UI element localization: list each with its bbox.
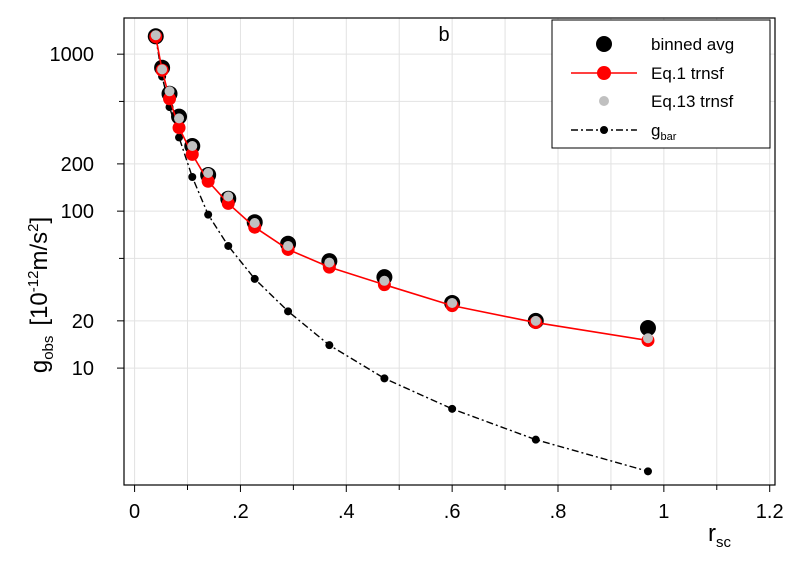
- data-point-binned-avg: [639, 320, 656, 337]
- legend-label-binned-avg: binned avg: [651, 35, 734, 54]
- legend-marker-gbar: [600, 126, 608, 134]
- data-point-g: [531, 435, 540, 444]
- data-point-eq-13-trnsf: [283, 240, 294, 251]
- data-point-g: [284, 307, 293, 316]
- series-g: [151, 33, 652, 476]
- data-point-eq-13-trnsf: [157, 64, 168, 75]
- y-tick-label: 1000: [50, 44, 95, 66]
- x-tick-label: 1.2: [756, 501, 784, 523]
- legend-marker-eq1: [597, 66, 611, 80]
- panel-label: b: [438, 24, 449, 46]
- data-point-eq-13-trnsf: [379, 275, 390, 286]
- data-point-g: [643, 467, 652, 476]
- data-point-eq-1-trnsf: [185, 147, 199, 161]
- y-tick-label: 20: [72, 311, 94, 333]
- y-tick-label: 10: [72, 358, 94, 380]
- x-axis-title: rsc: [708, 520, 732, 551]
- data-point-eq-13-trnsf: [249, 218, 260, 229]
- data-point-eq-1-trnsf: [163, 92, 177, 106]
- data-point-eq-1-trnsf: [172, 121, 186, 135]
- x-tick-label: 0: [129, 501, 140, 523]
- y-axis-units-exp: -12: [25, 271, 42, 293]
- plot-frame: [123, 17, 776, 486]
- legend-label-eq1: Eq.1 trnsf: [651, 64, 724, 83]
- x-axis: 0 .2 .4 .6 .8 1 1.2: [129, 485, 784, 523]
- data-point-g: [188, 173, 197, 182]
- y-tick-label: 200: [61, 154, 94, 176]
- data-point-eq-13-trnsf: [174, 113, 185, 124]
- data-point-eq-1-trnsf: [201, 174, 215, 188]
- legend-label-gbar-sub: bar: [660, 131, 676, 143]
- legend-box: [551, 19, 771, 149]
- y-axis-units-mid: m/s: [26, 232, 53, 271]
- data-point-eq-13-trnsf: [447, 297, 458, 308]
- series-eq-13-trnsf: [150, 30, 653, 344]
- data-point-g: [448, 404, 457, 413]
- y-axis-units-post: ]: [26, 217, 53, 224]
- data-point-eq-13-trnsf: [164, 86, 175, 97]
- data-point-g: [250, 274, 259, 283]
- x-tick-label: .4: [338, 501, 355, 523]
- data-point-g: [325, 341, 334, 350]
- data-point-g: [175, 133, 184, 142]
- x-tick-label: .8: [550, 501, 567, 523]
- y-axis-title: gobs [10-12m/s2]: [25, 217, 57, 373]
- y-tick-label: 100: [61, 201, 94, 223]
- data-point-eq-13-trnsf: [642, 333, 653, 344]
- x-tick-label: .6: [444, 501, 461, 523]
- data-point-eq-13-trnsf: [203, 167, 214, 178]
- legend-marker-eq13: [599, 96, 609, 106]
- series-layer: [147, 28, 656, 476]
- legend-label-gbar-main: g: [651, 121, 660, 140]
- y-axis-title-main: g: [26, 360, 53, 373]
- data-point-eq-13-trnsf: [187, 141, 198, 152]
- legend: binned avg Eq.1 trnsf Eq.13 trnsf gbar: [551, 19, 771, 149]
- data-point-eq-13-trnsf: [324, 257, 335, 268]
- data-point-g: [380, 374, 389, 383]
- data-point-g: [204, 210, 213, 219]
- series-line-g: [155, 37, 649, 472]
- data-point-g: [224, 241, 233, 250]
- y-axis-units-exp2: 2: [25, 224, 42, 232]
- data-point-eq-13-trnsf: [150, 30, 161, 41]
- y-axis-units-pre: [10: [26, 292, 53, 325]
- legend-label-eq13: Eq.13 trnsf: [651, 92, 733, 111]
- x-tick-label: .2: [232, 501, 249, 523]
- data-point-eq-13-trnsf: [223, 191, 234, 202]
- y-axis-title-sub: obs: [40, 336, 57, 360]
- x-axis-title-main: r: [708, 520, 716, 547]
- legend-label-gbar: gbar: [651, 121, 677, 143]
- x-axis-title-sub: sc: [716, 534, 732, 551]
- y-axis: 10 20 100 200 1000: [50, 44, 124, 380]
- x-tick-label: 1: [658, 501, 669, 523]
- data-point-eq-13-trnsf: [530, 315, 541, 326]
- legend-marker-binned-avg: [596, 36, 612, 52]
